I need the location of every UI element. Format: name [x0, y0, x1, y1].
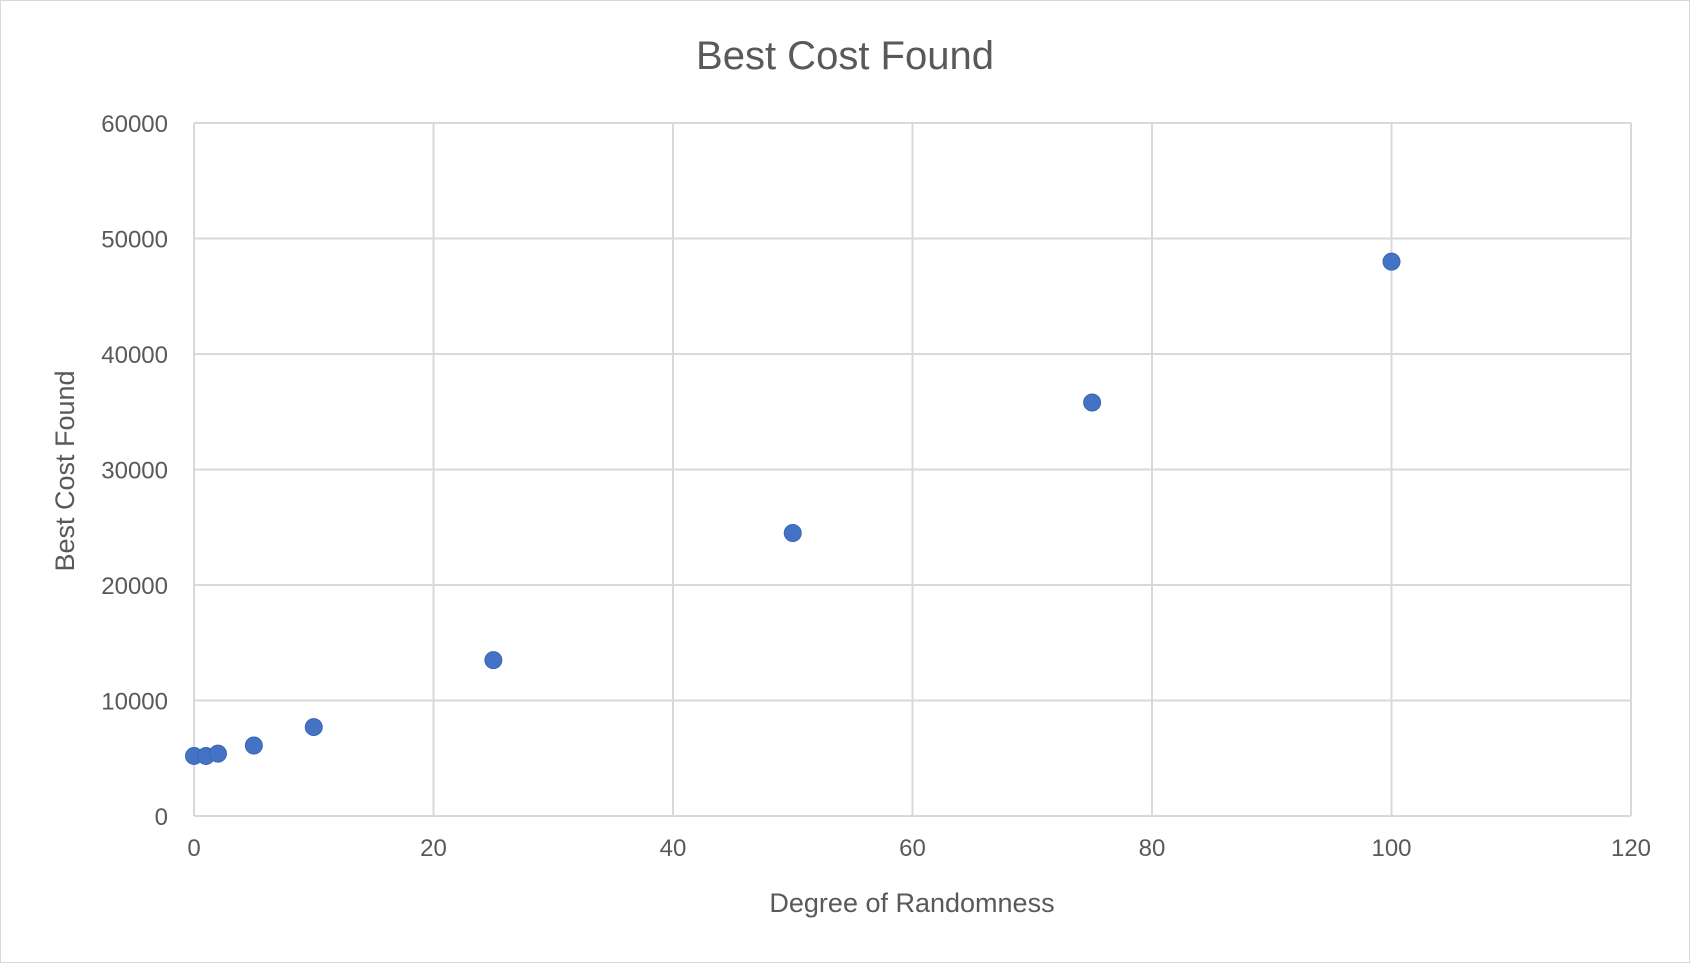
horizontal-gridlines — [194, 122, 1631, 817]
x-tick-label-1: 20 — [420, 835, 447, 862]
x-tick-label-5: 100 — [1371, 835, 1411, 862]
data-point-6 — [783, 524, 802, 543]
y-tick-label-3: 30000 — [101, 458, 168, 485]
data-point-3 — [244, 736, 263, 755]
data-point-5 — [484, 651, 503, 670]
y-tick-label-0: 0 — [155, 804, 168, 831]
x-tick-label-3: 60 — [899, 835, 926, 862]
y-axis-title: Best Cost Found — [50, 370, 80, 571]
y-tick-label-4: 40000 — [101, 342, 168, 369]
x-tick-label-2: 40 — [660, 835, 687, 862]
x-axis-tick-labels: 0 20 40 60 80 100 120 — [187, 835, 1651, 862]
x-tick-label-6: 120 — [1611, 835, 1651, 862]
data-point-8 — [1382, 252, 1401, 271]
chart-title: Best Cost Found — [696, 34, 994, 78]
y-axis-tick-labels: 0 10000 20000 30000 40000 50000 60000 — [101, 111, 168, 831]
data-point-2 — [208, 744, 227, 763]
y-tick-label-6: 60000 — [101, 111, 168, 138]
data-points — [185, 252, 1401, 765]
y-tick-label-1: 10000 — [101, 689, 168, 716]
data-point-7 — [1083, 393, 1102, 412]
data-point-4 — [304, 718, 323, 737]
x-tick-label-0: 0 — [187, 835, 200, 862]
y-tick-label-5: 50000 — [101, 227, 168, 254]
x-axis-title: Degree of Randomness — [769, 888, 1054, 918]
x-tick-label-4: 80 — [1139, 835, 1166, 862]
y-tick-label-2: 20000 — [101, 573, 168, 600]
